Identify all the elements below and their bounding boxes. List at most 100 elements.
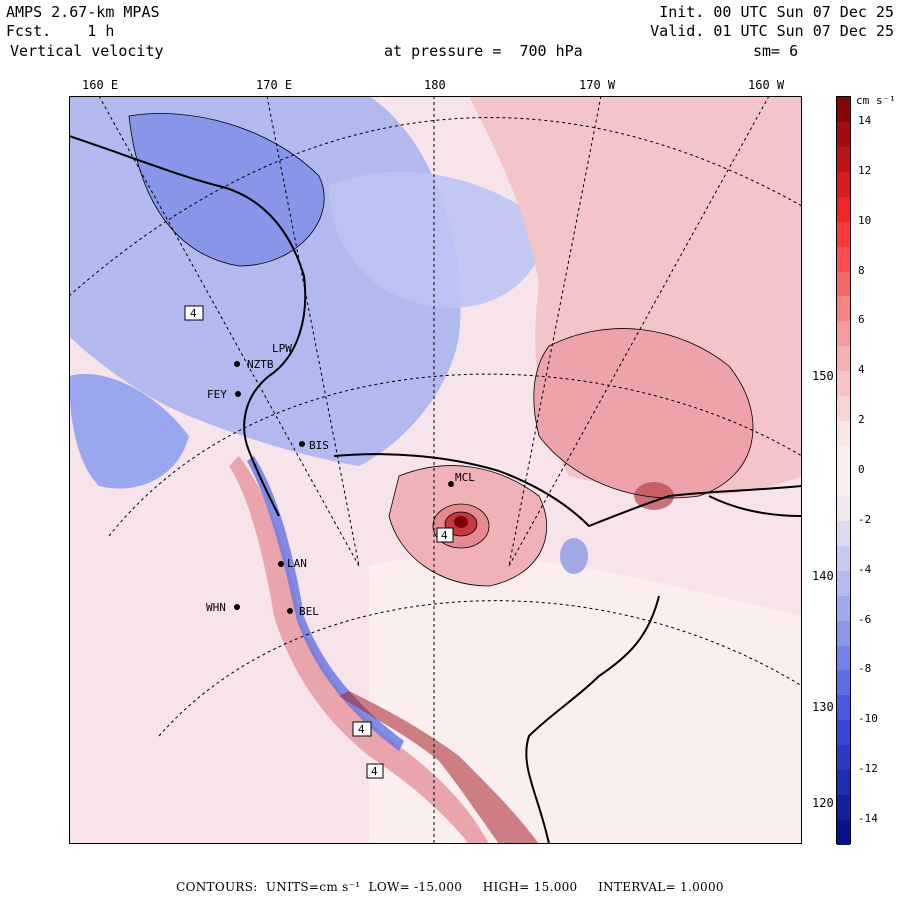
footer-high: HIGH= 15.000 — [482, 880, 578, 894]
station-dot-bel — [287, 608, 293, 614]
pale-region — [369, 555, 802, 844]
colorbar-segment — [837, 471, 850, 497]
colorbar-segment — [837, 570, 850, 597]
contour-lines — [128, 113, 754, 587]
colorbar-segment — [837, 296, 850, 322]
colorbar-tick-label: 4 — [858, 363, 865, 377]
colorbar-segment — [837, 196, 850, 223]
forecast-label-text: Fcst. — [6, 22, 52, 40]
smoothing-label: sm= 6 — [753, 42, 799, 60]
colorbar-segment — [837, 371, 850, 397]
extreme-box-3 — [352, 721, 372, 737]
contour-west — [128, 113, 325, 267]
map-frame — [69, 96, 802, 844]
sink-region-southwest — [69, 374, 189, 489]
lon-label-180: 180 — [424, 78, 446, 92]
colorbar-segment — [837, 695, 850, 721]
mountain-band-sink — [247, 456, 404, 751]
station-nztb: NZTB — [247, 358, 274, 371]
mountain-band-strong — [339, 691, 539, 844]
velocity-map: LPW NZTB FEY BIS MCL LAN WHN BEL 4 4 4 4 — [69, 96, 802, 844]
stations: LPW NZTB FEY BIS MCL LAN WHN BEL 4 4 4 4 — [184, 305, 475, 779]
valid-time: Valid. 01 UTC Sun 07 Dec 25 — [650, 22, 894, 40]
updraft-cell-core — [454, 516, 468, 528]
contour-cell-2 — [444, 511, 478, 537]
colorbar-segment — [837, 795, 850, 821]
extreme-label-3: 4 — [358, 723, 365, 736]
lon-label-160w: 160 W — [748, 78, 785, 92]
extreme-label-2: 4 — [441, 529, 448, 542]
colorbar-tick-label: -2 — [858, 512, 872, 526]
sink-core-west — [129, 113, 325, 266]
footer-contours: CONTOURS: — [176, 880, 258, 894]
colorbar-segment — [837, 396, 850, 422]
extreme-box-1 — [184, 305, 204, 321]
forecast-hour: 1 h — [87, 22, 115, 40]
station-dot-mcl — [448, 481, 454, 487]
model-title: AMPS 2.67-km MPAS — [6, 3, 160, 21]
colorbar-segment — [837, 121, 850, 148]
colorbar-tick-label: 0 — [858, 463, 865, 476]
station-dot-bis — [299, 441, 305, 447]
coastline — [69, 135, 802, 844]
colorbar-segment — [837, 171, 850, 198]
graticule — [69, 96, 802, 844]
colorbar-units: cm s⁻¹ — [856, 94, 896, 107]
coast-victoria-land — [69, 135, 307, 517]
mountain-band-rise — [229, 456, 489, 844]
colorbar-segment — [837, 446, 850, 472]
colorbar-segment — [837, 271, 850, 297]
colorbar-tick-label: 12 — [858, 163, 872, 177]
colorbar-tick-label: 6 — [858, 313, 865, 327]
colorbar-tick-label: 8 — [858, 263, 865, 277]
station-mcl: MCL — [455, 471, 475, 484]
colorbar-segment — [837, 520, 850, 547]
station-dot-lan — [278, 561, 284, 567]
colorbar-segment — [837, 146, 850, 173]
colorbar-segment — [837, 545, 850, 572]
station-dot-fey — [235, 391, 241, 397]
footer-interval: INTERVAL= 1.0000 — [598, 880, 724, 894]
colorbar-segment — [837, 645, 850, 671]
lon-label-170e: 170 E — [256, 78, 293, 92]
station-lpw: LPW — [272, 342, 292, 355]
colorbar-tick-label: 10 — [858, 213, 872, 227]
colorbar-tick-label: -6 — [858, 612, 872, 626]
station-fey: FEY — [207, 388, 227, 401]
parallel-3 — [158, 600, 802, 737]
colorbar-segment — [837, 670, 850, 696]
colorbar-segment — [837, 221, 850, 248]
colorbar-segment — [837, 97, 850, 123]
station-whn: WHN — [206, 601, 226, 614]
lon-label-160e: 160 E — [82, 78, 119, 92]
coast-east — [708, 495, 802, 517]
field-title: Vertical velocity — [10, 42, 164, 60]
footer-units: UNITS=cm s⁻¹ — [265, 880, 361, 894]
extreme-label-4: 4 — [371, 765, 378, 778]
contour-cell-1 — [432, 503, 490, 549]
colorbar-segment — [837, 495, 850, 522]
updraft-cell-east — [634, 482, 674, 510]
sink-region-central — [329, 171, 549, 308]
colorbar-tick-label: 2 — [858, 413, 865, 427]
parallel-2 — [108, 373, 802, 537]
colorbar-segment — [837, 421, 850, 447]
colorbar-segment — [837, 820, 850, 846]
meridian-170w — [508, 96, 602, 567]
colorbar-tick-label: 14 — [858, 113, 872, 127]
footer-low: LOW= -15.000 — [368, 880, 463, 894]
colorbar-tick-label: -8 — [858, 662, 872, 676]
station-dot-lpw — [234, 361, 240, 367]
contour-ross — [388, 465, 548, 587]
colorbar-tick-label: -10 — [858, 712, 878, 726]
coast-marie-byrd — [525, 595, 660, 844]
colorbar-segment — [837, 246, 850, 273]
contour-east — [533, 328, 754, 499]
colorbar-segment — [837, 745, 850, 771]
station-lan: LAN — [287, 557, 307, 570]
colorbar-segment — [837, 770, 850, 796]
lon-label-170w: 170 W — [579, 78, 616, 92]
station-bel: BEL — [299, 605, 319, 618]
extreme-box-2 — [436, 527, 454, 543]
colorbar — [836, 96, 851, 846]
